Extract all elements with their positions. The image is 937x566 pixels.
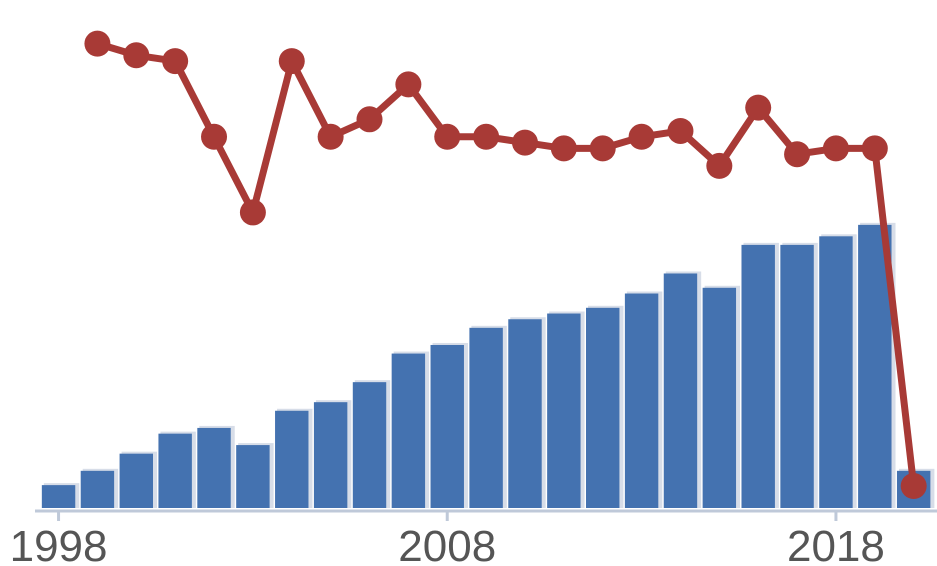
line-point-2014 — [667, 117, 694, 144]
bar-2004 — [275, 410, 309, 508]
bar-2002 — [197, 427, 231, 508]
bar-2010 — [508, 319, 542, 508]
line-point-2010 — [511, 129, 538, 156]
line-point-1999 — [84, 30, 111, 57]
line-point-2012 — [589, 135, 616, 162]
bar-2003 — [236, 445, 270, 508]
bar-2012 — [586, 307, 620, 508]
line-point-2018 — [822, 135, 849, 162]
line-point-2002 — [201, 123, 228, 150]
line-point-2004 — [278, 48, 305, 75]
line-point-2003 — [239, 199, 266, 226]
bars-layer — [41, 222, 935, 509]
x-tick-label: 1998 — [10, 522, 108, 566]
line-point-2015 — [706, 152, 733, 179]
line-point-2009 — [473, 123, 500, 150]
bar-2015 — [702, 287, 737, 508]
bar-2016 — [741, 244, 775, 508]
line-point-2019 — [861, 135, 888, 162]
line-point-2008 — [434, 123, 461, 150]
line-point-2013 — [628, 123, 655, 150]
bar-2017 — [780, 244, 814, 508]
line-point-2006 — [356, 106, 383, 133]
bar-2000 — [119, 453, 154, 508]
bar-2013 — [624, 293, 659, 508]
bar-2006 — [352, 382, 387, 508]
line-series-layer — [84, 30, 927, 499]
bar-2014 — [663, 273, 698, 508]
bar-2001 — [158, 433, 192, 508]
x-ticks-layer: 1998 2008 2018 — [10, 511, 885, 566]
line-point-2011 — [550, 135, 577, 162]
x-tick-label: 2008 — [398, 522, 496, 566]
line-series-path — [96, 40, 918, 487]
x-tick-label: 2018 — [787, 522, 885, 566]
line-point-2020 — [900, 473, 927, 499]
bar-2009 — [469, 327, 503, 508]
bar-1999 — [80, 470, 115, 508]
line-point-2007 — [395, 71, 422, 98]
line-point-2016 — [745, 94, 772, 121]
line-point-2017 — [784, 141, 811, 168]
bar-2018 — [819, 236, 853, 509]
bar-2005 — [313, 402, 348, 508]
line-point-2001 — [162, 48, 189, 75]
bar-2011 — [547, 313, 581, 508]
line-point-2005 — [317, 123, 344, 150]
line-point-2000 — [123, 42, 150, 69]
bar-1998 — [41, 485, 76, 508]
bar-2008 — [430, 344, 464, 508]
bar-2007 — [391, 353, 426, 508]
